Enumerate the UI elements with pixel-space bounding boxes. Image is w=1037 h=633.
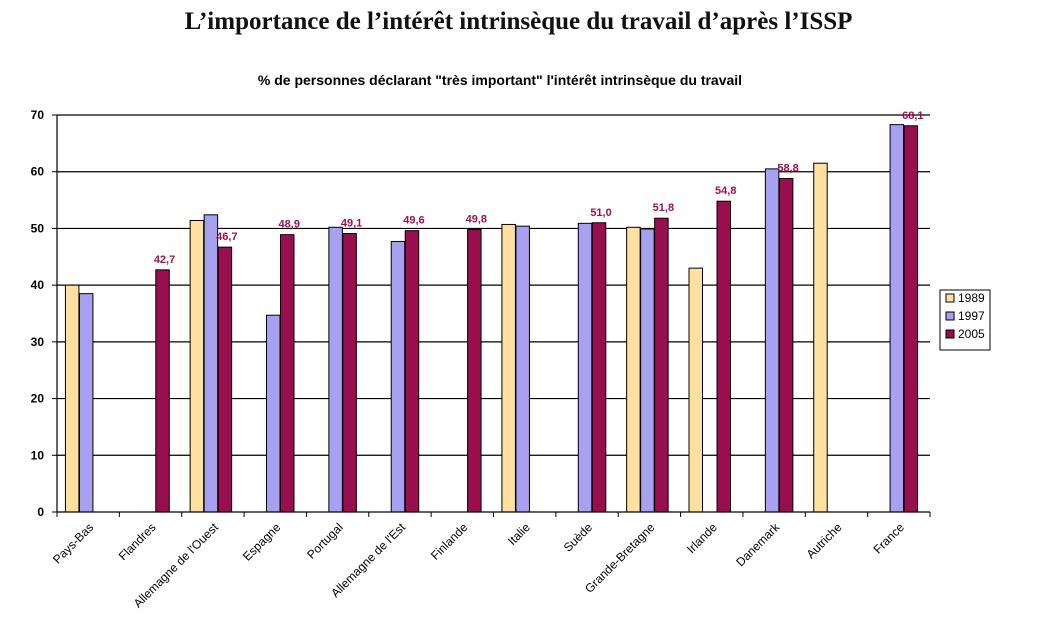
x-tick-label: Pays-Bas bbox=[50, 520, 96, 566]
bar-1997 bbox=[390, 240, 406, 513]
bar-2005 bbox=[342, 233, 357, 513]
bar-2005 bbox=[217, 246, 233, 513]
data-label: 58,8 bbox=[777, 163, 798, 175]
legend-swatch-2005 bbox=[945, 329, 955, 339]
data-label: 48,9 bbox=[279, 219, 300, 231]
y-tick-label: 40 bbox=[31, 278, 45, 292]
bar-2005 bbox=[155, 269, 170, 513]
x-tick-label: Espagne bbox=[240, 520, 284, 564]
bar-1997 bbox=[640, 228, 655, 513]
data-labels: 42,7 46,7 48,9 49,1 49,6 49,8 51,0 51,8 54,8 58,8… bbox=[154, 110, 924, 266]
chart-title: L’importance de l’intérêt intrinsèque du… bbox=[184, 8, 853, 35]
data-label: 49,8 bbox=[466, 214, 487, 226]
bar-1997 bbox=[78, 293, 94, 513]
bar-1997 bbox=[764, 168, 780, 513]
data-label: 68,1 bbox=[902, 110, 923, 122]
bar-1997 bbox=[889, 124, 905, 513]
bar-2005 bbox=[654, 217, 669, 513]
legend-label-2005: 2005 bbox=[958, 327, 985, 341]
y-tick-label: 70 bbox=[31, 108, 45, 122]
gridlines bbox=[57, 114, 930, 456]
data-label: 49,1 bbox=[341, 218, 362, 230]
x-tick-label: Portugal bbox=[304, 520, 346, 562]
y-tick-label: 10 bbox=[31, 448, 45, 462]
data-label: 42,7 bbox=[154, 254, 175, 266]
data-label: 49,6 bbox=[403, 215, 424, 227]
chart-subtitle: % de personnes déclarant "très important… bbox=[258, 72, 742, 88]
bar-1989 bbox=[626, 226, 641, 513]
bar-2005 bbox=[404, 230, 420, 513]
x-tick-label: France bbox=[871, 520, 908, 557]
bars bbox=[64, 124, 919, 513]
y-tick-label: 0 bbox=[37, 505, 44, 519]
bar-2005 bbox=[778, 178, 794, 513]
y-tick-label: 30 bbox=[31, 335, 45, 349]
bar-1997 bbox=[577, 222, 593, 513]
y-tick-label: 50 bbox=[31, 221, 45, 235]
bar-1997 bbox=[203, 214, 219, 513]
data-label: 51,8 bbox=[653, 202, 674, 214]
x-tick-label: Autriche bbox=[804, 520, 845, 561]
bar-2005 bbox=[903, 125, 919, 513]
bar-1997 bbox=[266, 314, 281, 513]
x-tick-label: Finlande bbox=[428, 520, 471, 563]
bar-1989 bbox=[813, 162, 828, 513]
legend-swatch-1989 bbox=[945, 293, 955, 303]
data-label: 46,7 bbox=[216, 231, 237, 243]
bar-2005 bbox=[467, 229, 482, 513]
legend: 1989 1997 2005 bbox=[939, 289, 991, 351]
legend-label-1989: 1989 bbox=[958, 291, 985, 305]
bar-2005 bbox=[280, 234, 295, 513]
x-tick-label: Suède bbox=[561, 520, 596, 555]
legend-swatch-1997 bbox=[945, 311, 955, 321]
bar-1997 bbox=[328, 226, 343, 513]
data-label: 54,8 bbox=[715, 185, 736, 197]
bar-2005 bbox=[591, 222, 607, 513]
bar-1997 bbox=[515, 225, 530, 513]
y-tick-label: 20 bbox=[31, 392, 45, 406]
x-tick-label: Italie bbox=[505, 520, 533, 548]
bar-1989 bbox=[189, 219, 205, 513]
bar-2005 bbox=[716, 200, 731, 513]
x-tick-label: Flandres bbox=[116, 520, 159, 563]
legend-label-1997: 1997 bbox=[958, 309, 985, 323]
bar-1989 bbox=[64, 284, 80, 513]
x-tick-label: Irlande bbox=[684, 520, 720, 556]
data-label: 51,0 bbox=[590, 207, 611, 219]
y-tick-label: 60 bbox=[31, 165, 45, 179]
x-tick-label: Danemark bbox=[733, 520, 783, 570]
bar-1989 bbox=[501, 223, 516, 513]
bar-1989 bbox=[688, 267, 703, 513]
